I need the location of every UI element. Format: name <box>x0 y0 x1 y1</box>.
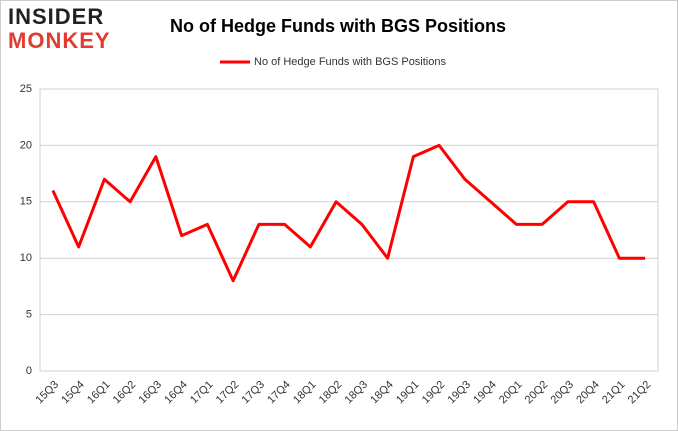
y-tick-label: 20 <box>20 139 32 151</box>
line <box>51 143 646 283</box>
y-tick-label: 25 <box>20 83 32 95</box>
chart-title: No of Hedge Funds with BGS Positions <box>170 16 506 36</box>
logo-top: INSIDER <box>8 4 104 29</box>
y-tick-label: 10 <box>20 252 32 264</box>
y-tick-label: 5 <box>26 309 32 321</box>
y-tick-label: 15 <box>20 196 32 208</box>
y-tick-label: 0 <box>26 365 32 377</box>
logo-bottom: MONKEY <box>8 28 111 53</box>
legend-label: No of Hedge Funds with BGS Positions <box>254 56 446 68</box>
